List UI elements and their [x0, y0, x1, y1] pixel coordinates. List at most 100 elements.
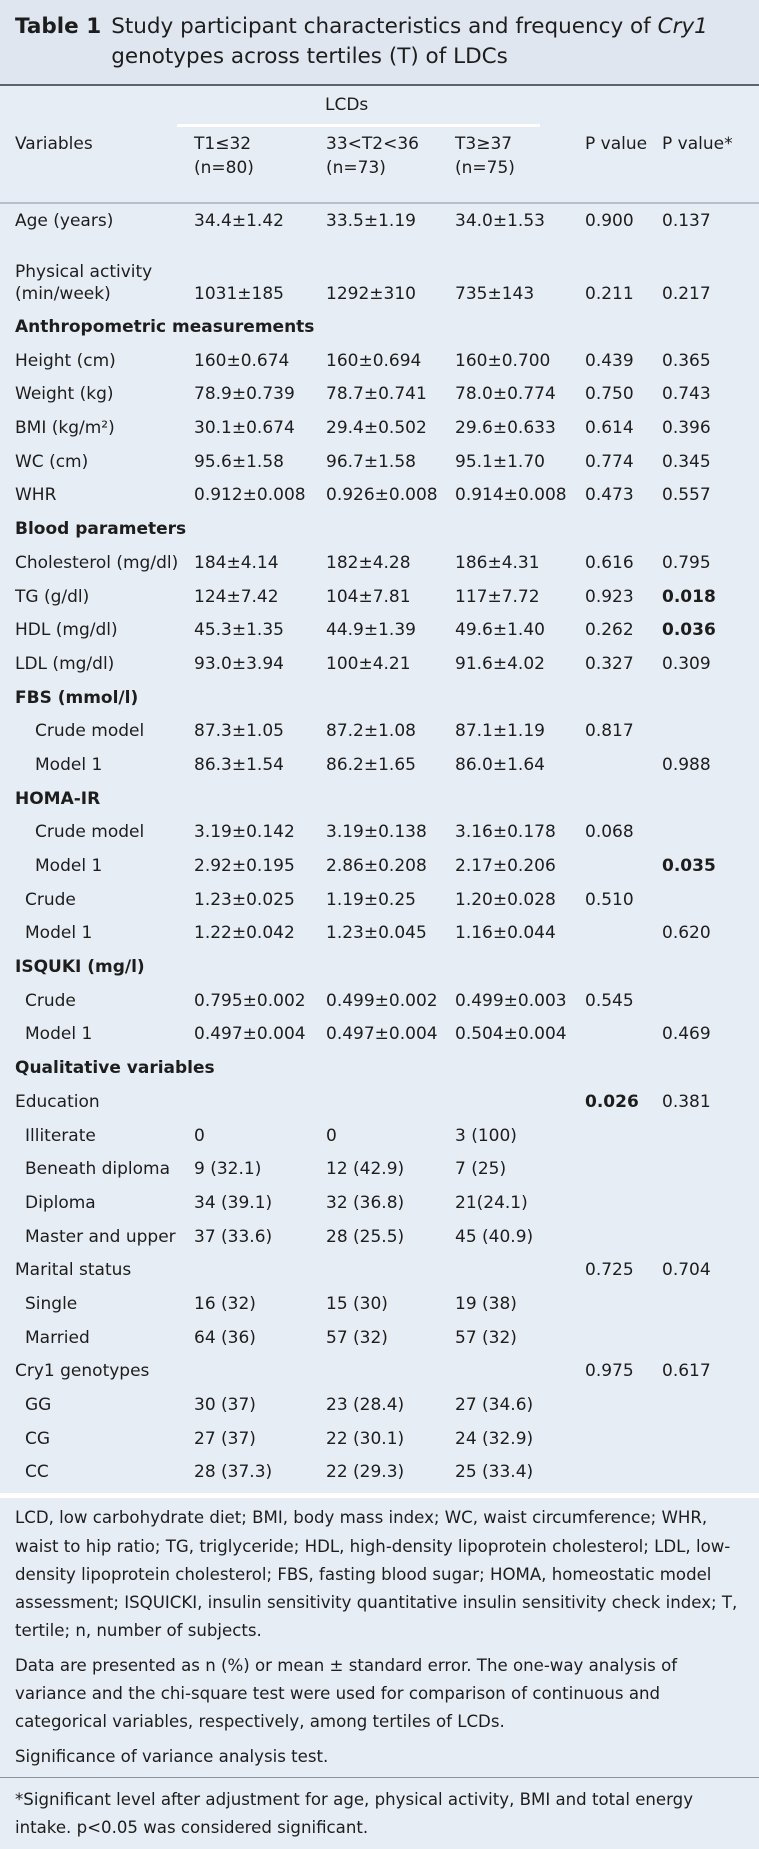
cell-text: 1.20±0.028 — [455, 889, 556, 910]
cell-text: 1.16±0.044 — [455, 923, 556, 944]
cell-text: 0.795±0.002 — [194, 990, 306, 1011]
cell-text: 57 (32) — [326, 1327, 388, 1348]
cell-text: 91.6±4.02 — [455, 653, 545, 674]
row-label: WHR — [0, 479, 190, 513]
cell — [190, 1085, 322, 1119]
cell: 27 (34.6) — [451, 1388, 581, 1422]
cell-text: 30.1±0.674 — [194, 418, 295, 439]
table-row: Weight (kg) 78.9±0.739 78.7±0.741 78.0±0.77… — [0, 378, 759, 412]
table-title: Table 1 Study participant characteristic… — [0, 0, 759, 86]
cell — [658, 1388, 759, 1422]
cell: 0 — [322, 1119, 451, 1153]
cell-text: WHR — [15, 485, 57, 506]
title-gene: Cry1 — [657, 14, 708, 39]
row-label: Crude model — [0, 714, 190, 748]
cell-text: 44.9±1.39 — [326, 620, 416, 641]
cell-text: 1.23±0.045 — [326, 923, 427, 944]
cell-text: 22 (29.3) — [326, 1462, 405, 1483]
cell-text: Crude — [25, 889, 76, 910]
cell-line: (min/week) — [15, 284, 111, 305]
cell-text: 0 — [194, 1125, 205, 1146]
column-header: P value — [585, 134, 648, 154]
column-header: (n=80) — [194, 158, 254, 178]
table-row: CG 27 (37) 22 (30.1) 24 (32.9) — [0, 1422, 759, 1456]
section-row: HOMA-IR — [0, 782, 759, 816]
cell: 3.19±0.142 — [190, 816, 322, 850]
table-rule — [0, 1493, 759, 1499]
cell: 86.0±1.64 — [451, 748, 581, 782]
row-label: WC (cm) — [0, 445, 190, 479]
cell-text: 78.0±0.774 — [455, 384, 556, 405]
cell-text: 0.774 — [585, 451, 634, 472]
cell-text: 2.86±0.208 — [326, 856, 427, 877]
cell-text: LDL (mg/dl) — [15, 653, 115, 674]
table-row: Model 1 1.22±0.042 1.23±0.045 1.16±0.044 0.6… — [0, 917, 759, 951]
cell-text: Model 1 — [35, 856, 103, 877]
cell: 100±4.21 — [322, 647, 451, 681]
row-label: Married — [0, 1321, 190, 1355]
row-label: Crude — [0, 984, 190, 1018]
cell-text: 27 (37) — [194, 1428, 256, 1449]
cell-text: Diploma — [25, 1192, 96, 1213]
cell — [451, 1355, 581, 1389]
cell-text: Model 1 — [35, 754, 103, 775]
cell-text: 0.262 — [585, 620, 634, 641]
table-row: TG (g/dl) 124±7.42 104±7.81 117±7.72 0.923 0.… — [0, 580, 759, 614]
cell: 28 (37.3) — [190, 1456, 322, 1490]
cell-text: 0.473 — [585, 485, 634, 506]
cell: 0.439 — [581, 344, 658, 378]
cell-text: FBS (mmol/l) — [15, 687, 139, 708]
table-row: Crude model 87.3±1.05 87.2±1.08 87.1±1.19 0.… — [0, 714, 759, 748]
cell: 93.0±3.94 — [190, 647, 322, 681]
cell-text: 0.365 — [662, 350, 711, 371]
cell: 34.4±1.42 — [190, 204, 322, 238]
cell: 12 (42.9) — [322, 1152, 451, 1186]
cell-text: 87.1±1.19 — [455, 721, 545, 742]
cell-text: 0.545 — [585, 990, 634, 1011]
cell-text: Master and upper — [25, 1226, 176, 1247]
cell-text: 0.439 — [585, 350, 634, 371]
cell: 735±143 — [451, 238, 581, 311]
cell — [581, 748, 658, 782]
cell — [190, 1355, 322, 1389]
cell-text: TG (g/dl) — [15, 586, 90, 607]
cell: 1.23±0.025 — [190, 883, 322, 917]
cell: 0.750 — [581, 378, 658, 412]
cell-text: 1.23±0.025 — [194, 889, 295, 910]
cell: 1292±310 — [322, 238, 451, 311]
cell-text: 25 (33.4) — [455, 1462, 534, 1483]
row-label: Height (cm) — [0, 344, 190, 378]
cell-text: 0.704 — [662, 1260, 711, 1281]
cell — [581, 917, 658, 951]
row-label: GG — [0, 1388, 190, 1422]
table-row: Cholesterol (mg/dl) 184±4.14 182±4.28 186±4… — [0, 546, 759, 580]
cell-text: 0.750 — [585, 384, 634, 405]
cell-text: 186±4.31 — [455, 552, 540, 573]
cell: 0.975 — [581, 1355, 658, 1389]
cell-text: 0.504±0.004 — [455, 1024, 567, 1045]
cell: 3.19±0.138 — [322, 816, 451, 850]
cell: 0.617 — [658, 1355, 759, 1389]
cell — [658, 1220, 759, 1254]
cell-text: 24 (32.9) — [455, 1428, 534, 1449]
cell-text: 160±0.700 — [455, 350, 551, 371]
cell: 15 (30) — [322, 1287, 451, 1321]
cell-text: 0 — [326, 1125, 337, 1146]
cell-text: 160±0.694 — [326, 350, 422, 371]
cell: 7 (25) — [451, 1152, 581, 1186]
row-label: CG — [0, 1422, 190, 1456]
footnote: Significance of variance analysis test. — [15, 1746, 329, 1766]
table-row: CC 28 (37.3) 22 (29.3) 25 (33.4) — [0, 1456, 759, 1490]
cell-text: 95.6±1.58 — [194, 451, 284, 472]
row-label: Marital status — [0, 1253, 190, 1287]
cell: 23 (28.4) — [322, 1388, 451, 1422]
table-row: HDL (mg/dl) 45.3±1.35 44.9±1.39 49.6±1.40 0.… — [0, 613, 759, 647]
cell: 0.510 — [581, 883, 658, 917]
cell: 78.7±0.741 — [322, 378, 451, 412]
cell: 0.795±0.002 — [190, 984, 322, 1018]
cell: 0.497±0.004 — [190, 1018, 322, 1052]
cell: 34 (39.1) — [190, 1186, 322, 1220]
cell-text: 0.497±0.004 — [326, 1024, 438, 1045]
row-label: Physical activity (min/week) — [0, 238, 190, 311]
cell: 104±7.81 — [322, 580, 451, 614]
